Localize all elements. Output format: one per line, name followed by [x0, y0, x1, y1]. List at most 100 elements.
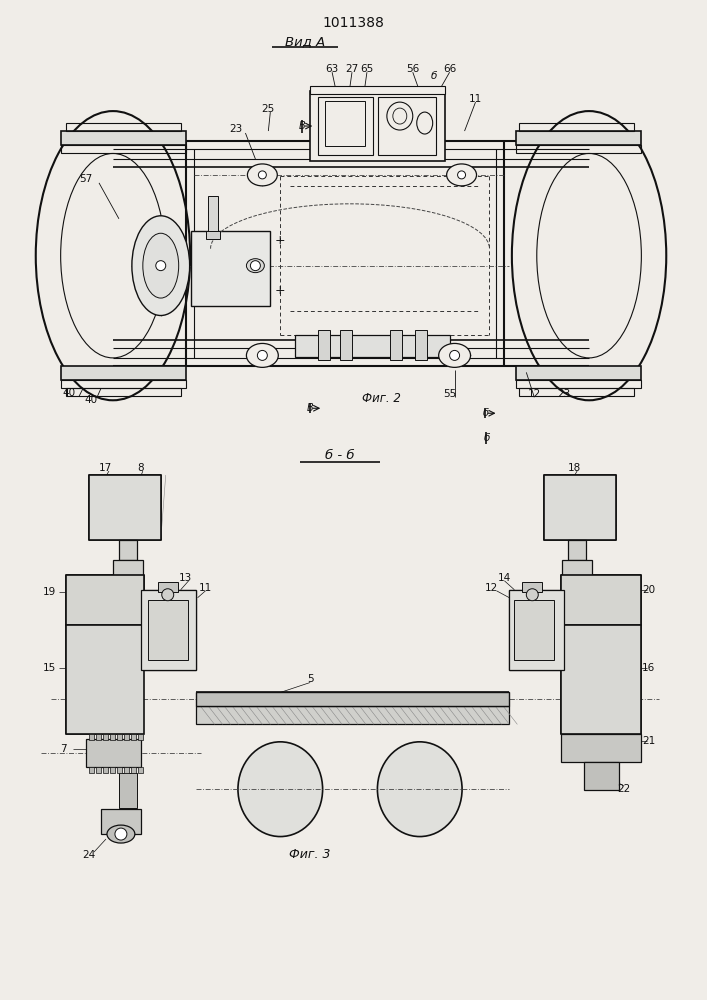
Bar [117, 734, 122, 740]
Bar [584, 762, 619, 790]
Text: б: б [484, 433, 490, 443]
Bar [196, 692, 509, 706]
Bar [61, 131, 186, 145]
Ellipse shape [393, 108, 407, 124]
Text: +: + [275, 234, 286, 247]
Text: 16: 16 [642, 663, 655, 673]
Text: 23: 23 [229, 124, 242, 134]
Bar [516, 380, 641, 388]
Text: 65: 65 [361, 64, 373, 74]
Bar [124, 767, 129, 773]
Bar [390, 330, 402, 360]
Bar [66, 575, 144, 625]
Bar [89, 767, 94, 773]
Text: +: + [275, 284, 286, 297]
Text: 27: 27 [346, 64, 358, 74]
Bar [208, 196, 218, 231]
Text: 40: 40 [84, 395, 98, 405]
Bar [561, 625, 641, 734]
Bar [318, 330, 330, 360]
Bar [561, 734, 641, 762]
Bar [61, 145, 186, 153]
Bar [96, 734, 101, 740]
Bar [561, 575, 641, 625]
Text: 18: 18 [568, 463, 580, 473]
Ellipse shape [378, 742, 462, 837]
Bar [516, 366, 641, 380]
Bar [158, 582, 177, 592]
Bar [206, 231, 220, 239]
Bar [515, 600, 554, 660]
Text: В: В [307, 403, 313, 413]
Circle shape [250, 261, 260, 271]
Text: Вид А: Вид А [285, 35, 325, 48]
Text: В: В [299, 121, 305, 131]
Bar [310, 91, 445, 161]
Bar [196, 706, 509, 724]
Text: 7: 7 [60, 744, 66, 754]
Ellipse shape [537, 153, 641, 358]
Text: 56: 56 [406, 64, 419, 74]
Ellipse shape [247, 343, 279, 367]
Bar [96, 767, 101, 773]
Circle shape [156, 261, 165, 271]
Text: б: б [482, 408, 489, 418]
Bar [119, 773, 137, 808]
Bar [318, 97, 373, 155]
Text: 15: 15 [42, 663, 56, 673]
Text: 57: 57 [79, 174, 93, 184]
Text: 63: 63 [325, 64, 339, 74]
Bar [544, 475, 616, 540]
Circle shape [258, 171, 267, 179]
Bar [66, 123, 181, 131]
Text: 8: 8 [138, 463, 144, 473]
Bar [340, 330, 352, 360]
Bar [66, 625, 144, 734]
Text: 12: 12 [527, 389, 541, 399]
Ellipse shape [36, 111, 190, 400]
Bar [110, 734, 115, 740]
Text: 11: 11 [199, 583, 212, 593]
Bar [138, 734, 143, 740]
Bar [103, 767, 108, 773]
Ellipse shape [247, 259, 264, 273]
Text: 17: 17 [98, 463, 112, 473]
Bar [520, 388, 634, 396]
Circle shape [115, 828, 127, 840]
Bar [516, 131, 641, 145]
Bar [113, 560, 143, 575]
Ellipse shape [132, 216, 189, 316]
Ellipse shape [247, 164, 277, 186]
Text: 12: 12 [485, 583, 498, 593]
Bar [141, 590, 196, 670]
Circle shape [450, 350, 460, 360]
Ellipse shape [238, 742, 322, 837]
Bar [89, 475, 160, 540]
Text: 22: 22 [617, 784, 631, 794]
Ellipse shape [438, 343, 471, 367]
Text: 13: 13 [179, 573, 192, 583]
Bar [103, 734, 108, 740]
Circle shape [257, 350, 267, 360]
Circle shape [162, 589, 174, 601]
Text: 19: 19 [42, 587, 56, 597]
Bar [138, 767, 143, 773]
Text: 23: 23 [558, 389, 571, 399]
Bar [61, 380, 186, 388]
Bar [110, 767, 115, 773]
Bar [119, 540, 137, 560]
Bar [325, 101, 365, 146]
Bar [415, 330, 427, 360]
Bar [131, 767, 136, 773]
Text: 14: 14 [498, 573, 511, 583]
Ellipse shape [416, 112, 433, 134]
Ellipse shape [107, 825, 135, 843]
Bar [520, 123, 634, 131]
Bar [86, 739, 141, 767]
Text: 55: 55 [443, 389, 456, 399]
Text: 66: 66 [443, 64, 456, 74]
Bar [66, 388, 181, 396]
Bar [562, 560, 592, 575]
Bar [89, 734, 94, 740]
Text: 25: 25 [262, 104, 275, 114]
